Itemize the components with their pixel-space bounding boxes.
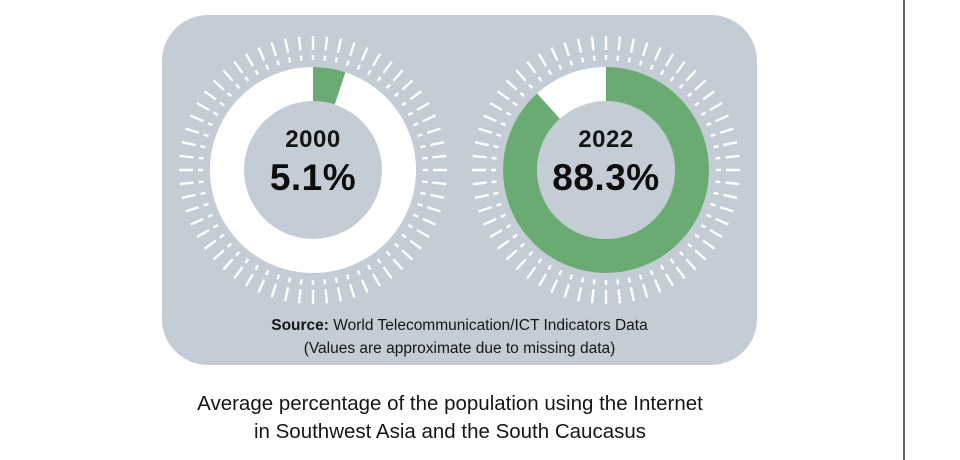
column-divider-line xyxy=(903,0,905,460)
donut-chart-2000: 2000 5.1% xyxy=(168,25,458,315)
source-label: Source: xyxy=(271,317,329,334)
donut-chart-2022: 2022 88.3% xyxy=(461,25,751,315)
donut-ring-svg xyxy=(472,36,740,304)
chart-caption: Average percentage of the population usi… xyxy=(0,390,900,446)
donut-ring-svg xyxy=(179,36,447,304)
caption-line-1: Average percentage of the population usi… xyxy=(197,392,703,415)
source-line: Source: World Telecommunication/ICT Indi… xyxy=(162,314,757,337)
infographic-card: 2000 5.1% 2022 88.3% Source: World Telec… xyxy=(162,15,757,365)
source-note-block: Source: World Telecommunication/ICT Indi… xyxy=(162,314,757,360)
caption-line-2: in Southwest Asia and the South Caucasus xyxy=(253,420,647,443)
source-disclaimer: (Values are approximate due to missing d… xyxy=(303,340,616,357)
source-text: World Telecommunication/ICT Indicators D… xyxy=(333,317,648,334)
